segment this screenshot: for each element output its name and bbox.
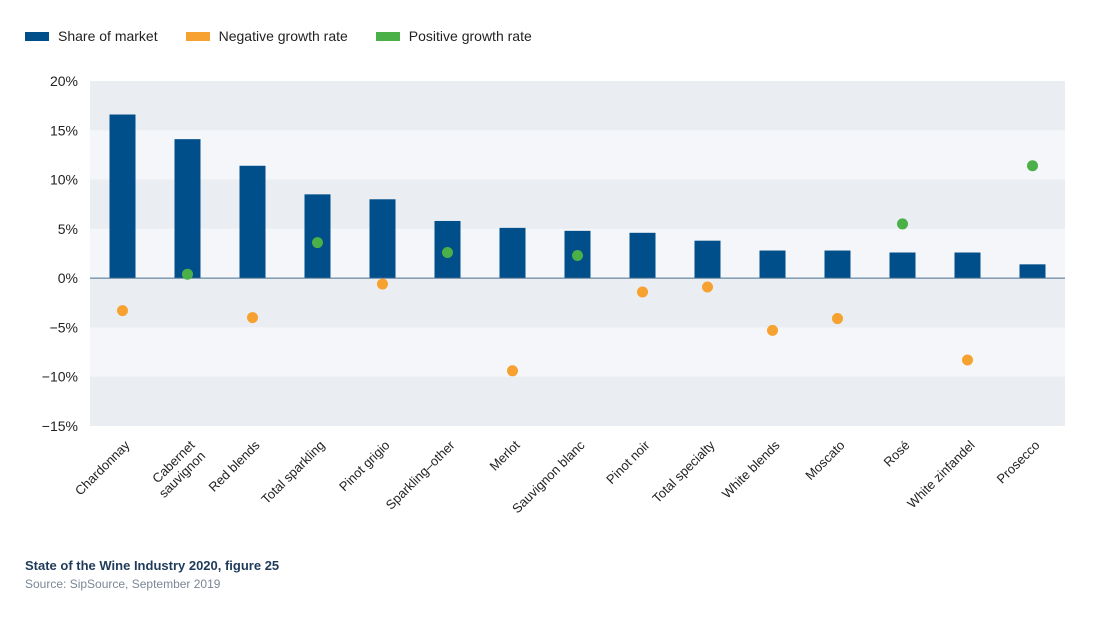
bar-share-of-market: [109, 114, 136, 279]
caption: State of the Wine Industry 2020, figure …: [25, 558, 279, 591]
point-positive-growth: [1027, 160, 1038, 172]
point-positive-growth: [897, 218, 908, 230]
x-tick-label: Cabernetsauvignon: [145, 437, 208, 500]
x-tick-label: Total specialty: [649, 437, 718, 506]
caption-title: State of the Wine Industry 2020, figure …: [25, 558, 280, 573]
point-negative-growth: [507, 365, 518, 377]
bar-share-of-market: [629, 232, 656, 279]
x-tick-label: Moscato: [802, 438, 847, 483]
bar-share-of-market: [694, 240, 721, 279]
point-negative-growth: [767, 324, 778, 336]
legend-swatch-share: [25, 31, 49, 41]
grid-band: [90, 179, 1065, 229]
point-negative-growth: [832, 313, 843, 325]
legend: Share of market Negative growth rate Pos…: [25, 28, 532, 44]
x-tick-label: White blends: [719, 437, 783, 501]
bar-share-of-market: [239, 165, 266, 279]
legend-label-positive: Positive growth rate: [408, 28, 532, 44]
point-negative-growth: [377, 278, 388, 290]
legend-swatch-negative: [185, 31, 210, 41]
point-negative-growth: [702, 281, 713, 293]
point-positive-growth: [312, 237, 323, 249]
bar-share-of-market: [824, 250, 851, 279]
point-positive-growth: [442, 247, 453, 259]
bar-share-of-market: [369, 199, 396, 279]
x-tick-label: Rosé: [881, 438, 913, 470]
caption-source: Source: SipSource, September 2019: [25, 577, 221, 591]
point-negative-growth: [962, 354, 973, 366]
x-tick-label: Pinot grigio: [336, 438, 393, 495]
grid-band: [90, 81, 1065, 131]
y-tick-label: 5%: [58, 221, 78, 237]
x-tick-label: Merlot: [486, 437, 522, 473]
point-positive-growth: [182, 268, 193, 280]
bar-share-of-market: [499, 227, 526, 279]
bar-share-of-market: [1019, 264, 1046, 279]
bar-share-of-market: [759, 250, 786, 279]
legend-label-share: Share of market: [58, 28, 158, 44]
y-tick-label: 20%: [50, 73, 78, 89]
grid-band: [90, 278, 1065, 328]
point-positive-growth: [572, 249, 583, 261]
bar-share-of-market: [304, 194, 331, 279]
legend-label-negative: Negative growth rate: [218, 28, 348, 44]
y-tick-label: 15%: [50, 122, 78, 138]
x-tick-label: Total sparkling: [258, 438, 327, 507]
legend-swatch-positive: [375, 31, 400, 41]
point-negative-growth: [117, 305, 128, 317]
x-tick-label: Red blends: [206, 437, 263, 494]
point-negative-growth: [247, 312, 258, 324]
y-tick-label: −5%: [50, 319, 78, 335]
legend-item-negative: Negative growth rate: [185, 28, 348, 44]
bar-share-of-market: [954, 252, 981, 279]
x-tick-label: Prosecco: [994, 438, 1043, 487]
point-negative-growth: [637, 286, 648, 298]
bar-share-of-market: [889, 252, 916, 279]
y-tick-label: −10%: [42, 369, 78, 385]
x-tick-label: Sparkling–other: [383, 437, 458, 512]
x-tick-label: White zinfandel: [904, 437, 978, 511]
y-tick-label: 10%: [50, 172, 78, 188]
x-tick-label: Pinot noir: [603, 437, 653, 487]
y-tick-label: 0%: [58, 270, 78, 286]
legend-item-share: Share of market: [25, 28, 158, 44]
grid-band: [90, 376, 1065, 426]
legend-item-positive: Positive growth rate: [375, 28, 532, 44]
y-tick-label: −15%: [42, 418, 78, 434]
x-tick-label: Chardonnay: [72, 437, 133, 498]
bar-share-of-market: [174, 139, 201, 279]
